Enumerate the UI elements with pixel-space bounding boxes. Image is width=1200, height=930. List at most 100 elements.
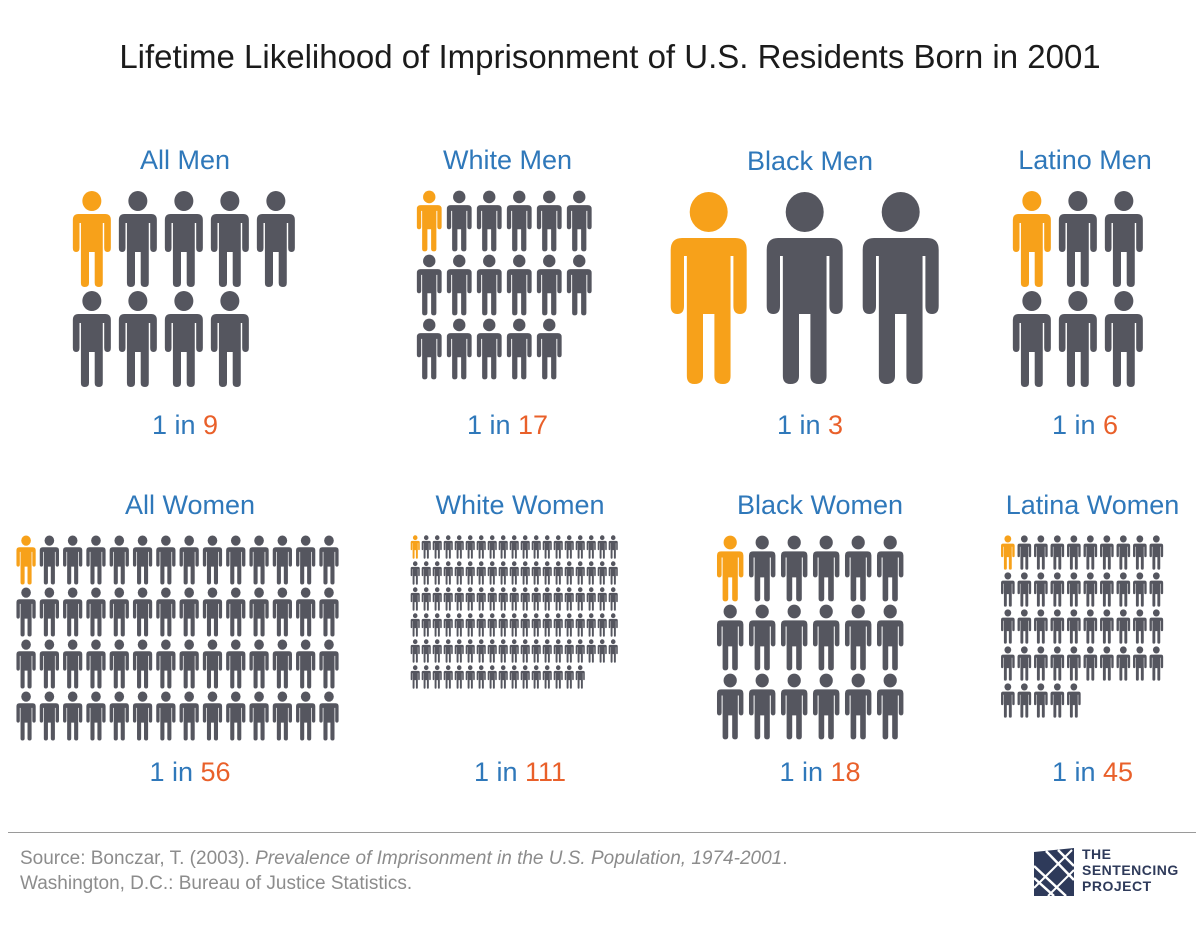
person-icon xyxy=(476,613,486,637)
person-icon xyxy=(476,318,502,380)
person-icon xyxy=(1100,572,1114,607)
logo-line: THE xyxy=(1082,846,1112,862)
person-icon xyxy=(109,691,129,741)
person-icon xyxy=(509,613,519,637)
person-icon xyxy=(597,639,607,663)
person-icon xyxy=(454,665,464,689)
person-icon xyxy=(39,535,59,585)
person-icon xyxy=(156,691,176,741)
person-icon xyxy=(446,190,472,252)
person-icon xyxy=(179,691,199,741)
person-icon xyxy=(421,535,431,559)
person-icon xyxy=(876,673,904,740)
person-icon xyxy=(443,639,453,663)
person-icon xyxy=(509,561,519,585)
person-icon xyxy=(39,691,59,741)
person-icon xyxy=(1050,646,1065,681)
person-icon xyxy=(319,587,339,637)
person-icon xyxy=(1149,609,1164,644)
person-icon xyxy=(542,587,552,611)
person-icon xyxy=(16,587,36,637)
person-icon xyxy=(487,665,497,689)
person-icon xyxy=(1017,572,1032,607)
person-icon-highlighted xyxy=(1012,191,1051,287)
person-icon xyxy=(1058,191,1097,287)
person-icon-highlighted xyxy=(1001,535,1015,570)
ratio-value: 56 xyxy=(200,757,231,787)
person-icon xyxy=(564,639,574,663)
person-icon xyxy=(1034,646,1048,681)
person-icon xyxy=(1133,609,1147,644)
person-icon xyxy=(553,613,563,637)
panel-all-women: All Women 1 in 56 xyxy=(15,485,365,795)
person-icon xyxy=(421,561,431,585)
person-icon xyxy=(566,190,592,252)
person-icon xyxy=(1001,683,1015,718)
person-icon xyxy=(1083,572,1098,607)
person-icon xyxy=(1050,609,1065,644)
person-icon xyxy=(476,639,486,663)
person-icon xyxy=(498,535,508,559)
person-icon xyxy=(118,291,157,387)
person-icon xyxy=(748,604,776,671)
person-icon xyxy=(1149,572,1164,607)
person-icon xyxy=(226,639,246,689)
person-icon xyxy=(421,639,431,663)
person-icon xyxy=(249,535,269,585)
person-icon xyxy=(109,639,129,689)
ratio-value: 111 xyxy=(525,757,567,787)
person-icon xyxy=(1083,535,1098,570)
person-icon xyxy=(575,561,585,585)
person-icon xyxy=(63,535,83,585)
ratio-value: 3 xyxy=(828,410,844,440)
person-icon xyxy=(520,587,530,611)
person-icon xyxy=(498,613,508,637)
person-icon xyxy=(39,587,59,637)
person-icon xyxy=(226,535,246,585)
panel-all-men: All Men 1 in 9 xyxy=(60,140,310,450)
person-icon xyxy=(1149,535,1164,570)
person-icon xyxy=(86,639,106,689)
person-icon xyxy=(1067,572,1081,607)
person-icon xyxy=(210,191,249,287)
person-icon xyxy=(410,561,420,585)
panel-black-men: Black Men 1 in 3 xyxy=(660,140,960,450)
person-icon xyxy=(202,535,223,585)
pictograph-latino-men xyxy=(1012,191,1143,387)
source-line-1: Source: Bonczar, T. (2003). Prevalence o… xyxy=(20,846,788,871)
ratio-label: 1 in 9 xyxy=(60,410,310,441)
person-icon xyxy=(132,691,153,741)
ratio-prefix: 1 in xyxy=(1051,757,1096,787)
person-icon xyxy=(1034,609,1048,644)
person-icon xyxy=(272,639,292,689)
person-icon xyxy=(487,613,497,637)
logo-line: PROJECT xyxy=(1082,878,1152,894)
person-icon xyxy=(553,561,563,585)
person-icon xyxy=(766,192,843,384)
person-icon xyxy=(553,535,563,559)
person-icon xyxy=(566,254,592,316)
person-icon xyxy=(86,587,106,637)
group-label: Latino Men xyxy=(1018,145,1152,175)
person-icon xyxy=(608,561,618,585)
person-icon xyxy=(844,604,872,671)
person-icon xyxy=(443,665,453,689)
person-icon xyxy=(63,691,83,741)
person-icon xyxy=(179,587,199,637)
person-icon xyxy=(476,254,502,316)
person-icon xyxy=(432,587,442,611)
person-icon xyxy=(575,665,585,689)
person-icon xyxy=(487,587,497,611)
person-icon xyxy=(319,691,339,741)
person-icon xyxy=(132,587,153,637)
person-icon xyxy=(164,191,203,287)
group-label: Black Women xyxy=(736,490,904,520)
person-icon xyxy=(1067,535,1081,570)
person-icon xyxy=(506,254,532,316)
pictograph-black-women xyxy=(716,535,904,740)
person-icon xyxy=(454,639,464,663)
person-icon xyxy=(542,613,552,637)
person-icon-highlighted xyxy=(16,535,36,585)
ratio-prefix: 1 in xyxy=(776,410,821,440)
ratio-label: 1 in 111 xyxy=(405,757,635,788)
